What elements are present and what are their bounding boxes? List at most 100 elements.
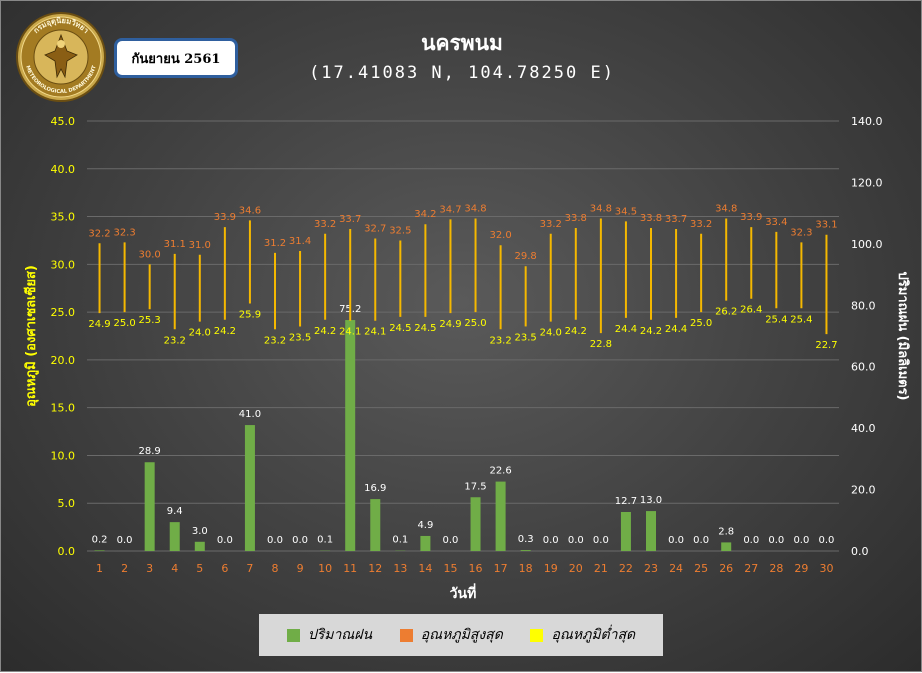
- rain-bar: [496, 482, 506, 551]
- tmin-data-label: 23.5: [289, 332, 311, 343]
- rain-data-label: 0.0: [217, 535, 233, 546]
- rain-data-label: 0.2: [92, 534, 108, 545]
- x-tick-label: 7: [246, 562, 253, 575]
- rain-bar: [145, 462, 155, 551]
- x-tick-label: 27: [744, 562, 758, 575]
- tmin-data-label: 26.4: [740, 305, 762, 316]
- rain-data-label: 0.0: [117, 535, 133, 546]
- y-left-tick-label: 10.0: [51, 449, 76, 462]
- x-tick-label: 3: [146, 562, 153, 575]
- x-tick-label: 22: [619, 562, 633, 575]
- x-tick-label: 18: [519, 562, 533, 575]
- y-left-tick-label: 5.0: [58, 497, 76, 510]
- rain-data-label: 16.9: [364, 483, 386, 494]
- x-tick-label: 14: [418, 562, 432, 575]
- y-right-tick-label: 60.0: [851, 361, 876, 374]
- x-axis-label: วันที่: [450, 583, 477, 602]
- rain-data-label: 22.6: [489, 466, 511, 477]
- rain-data-label: 4.9: [417, 520, 433, 531]
- tmax-data-label: 34.5: [615, 206, 637, 217]
- x-tick-label: 8: [272, 562, 279, 575]
- tmax-data-label: 32.3: [790, 227, 812, 238]
- tmax-data-label: 29.8: [515, 251, 537, 262]
- x-tick-label: 24: [669, 562, 683, 575]
- tmin-data-label: 23.2: [264, 335, 286, 346]
- tmax-data-label: 30.0: [139, 249, 161, 260]
- tmax-data-label: 33.2: [540, 219, 562, 230]
- legend-item-tmax: อุณหภูมิสูงสุด: [400, 624, 503, 646]
- x-tick-label: 28: [769, 562, 783, 575]
- tmax-data-label: 31.2: [264, 238, 286, 249]
- tmax-data-label: 34.8: [464, 203, 486, 214]
- x-tick-label: 9: [297, 562, 304, 575]
- rain-data-label: 0.0: [819, 535, 835, 546]
- rain-data-label: 2.8: [718, 526, 734, 537]
- tmin-data-label: 24.1: [339, 327, 361, 338]
- y-left-tick-label: 20.0: [51, 354, 76, 367]
- x-tick-label: 30: [819, 562, 833, 575]
- y-left-axis-label: อุณหภูมิ (องศาเซลเซียส): [23, 265, 39, 407]
- rain-bar: [521, 550, 531, 551]
- rain-bar: [95, 550, 105, 551]
- legend-label-tmin: อุณหภูมิต่ำสุด: [551, 624, 635, 646]
- legend-swatch-rain: [287, 629, 300, 642]
- y-right-tick-label: 140.0: [851, 115, 883, 128]
- x-tick-label: 10: [318, 562, 332, 575]
- tmin-data-label: 25.3: [139, 315, 161, 326]
- tmax-data-label: 33.1: [815, 220, 837, 231]
- x-tick-label: 12: [368, 562, 382, 575]
- tmin-data-label: 25.9: [239, 310, 261, 321]
- x-tick-label: 19: [544, 562, 558, 575]
- rain-data-label: 9.4: [167, 506, 183, 517]
- y-left-tick-label: 30.0: [51, 258, 76, 271]
- x-tick-label: 23: [644, 562, 658, 575]
- y-left-tick-label: 15.0: [51, 402, 76, 415]
- tmax-data-label: 34.2: [414, 209, 436, 220]
- x-tick-label: 21: [594, 562, 608, 575]
- tmin-data-label: 26.2: [715, 307, 737, 318]
- tmax-data-label: 32.0: [489, 230, 511, 241]
- legend-item-rain: ปริมาณฝน: [287, 624, 372, 646]
- rain-data-label: 12.7: [615, 496, 637, 507]
- rain-data-label: 13.0: [640, 495, 662, 506]
- tmin-data-label: 24.5: [389, 323, 411, 334]
- tmax-data-label: 33.9: [214, 212, 236, 223]
- y-right-tick-label: 40.0: [851, 422, 876, 435]
- x-tick-label: 16: [469, 562, 483, 575]
- tmin-data-label: 24.4: [665, 324, 687, 335]
- tmin-data-label: 25.0: [690, 318, 712, 329]
- y-left-tick-label: 45.0: [51, 115, 76, 128]
- tmin-data-label: 24.0: [189, 328, 211, 339]
- tmin-data-label: 24.5: [414, 323, 436, 334]
- tmax-data-label: 31.1: [164, 239, 186, 250]
- tmin-data-label: 24.2: [565, 326, 587, 337]
- tmin-data-label: 24.2: [640, 326, 662, 337]
- tmax-data-label: 32.5: [389, 225, 411, 236]
- x-tick-label: 17: [494, 562, 508, 575]
- rain-data-label: 0.0: [443, 535, 459, 546]
- tmax-data-label: 33.2: [690, 219, 712, 230]
- y-left-tick-label: 40.0: [51, 163, 76, 176]
- rain-data-label: 0.0: [768, 535, 784, 546]
- tmin-data-label: 24.0: [540, 328, 562, 339]
- tmin-data-label: 22.8: [590, 339, 612, 350]
- rain-bar: [370, 499, 380, 551]
- legend-swatch-tmax: [400, 629, 413, 642]
- rain-data-label: 17.5: [464, 481, 486, 492]
- tmax-data-label: 31.0: [189, 240, 211, 251]
- rain-bar: [721, 542, 731, 551]
- tmin-data-label: 24.4: [615, 324, 637, 335]
- tmax-data-label: 33.2: [314, 219, 336, 230]
- rain-bar: [471, 497, 481, 551]
- x-tick-label: 13: [393, 562, 407, 575]
- tmax-data-label: 34.8: [590, 203, 612, 214]
- tmin-data-label: 25.0: [113, 318, 135, 329]
- legend-label-tmax: อุณหภูมิสูงสุด: [421, 624, 503, 646]
- tmin-data-label: 23.2: [164, 335, 186, 346]
- tmax-data-label: 32.7: [364, 224, 386, 235]
- x-tick-label: 5: [196, 562, 203, 575]
- tmax-data-label: 33.8: [640, 213, 662, 224]
- tmax-data-label: 33.8: [565, 213, 587, 224]
- tmin-data-label: 22.7: [815, 340, 837, 351]
